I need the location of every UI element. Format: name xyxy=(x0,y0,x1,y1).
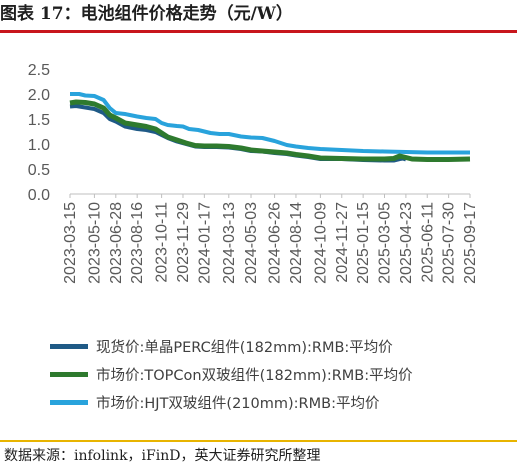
legend-swatch-perc xyxy=(50,344,88,349)
x-tick-label: 2023-10-11 xyxy=(154,202,171,283)
y-axis: 0.0 0.5 1.0 1.5 2.0 2.5 xyxy=(28,62,50,204)
x-tick-label: 2025-09-17 xyxy=(462,202,479,284)
y-tick-label: 2.0 xyxy=(28,87,50,104)
x-axis: 2023-03-15 2023-05-10 2023-06-28 2023-08-16… xyxy=(62,193,479,284)
x-tick-label: 2024-06-26 xyxy=(267,202,284,284)
series-layer xyxy=(69,92,471,163)
legend-item-perc: 现货价:单晶PERC组件(182mm):RMB:平均价 xyxy=(50,334,413,359)
x-tick-label: 2025-04-23 xyxy=(398,202,415,284)
x-tick-label: 2024-11-27 xyxy=(334,202,351,283)
legend-label-topcon: 市场价:TOPCon双玻组件(182mm):RMB:平均价 xyxy=(96,368,413,384)
y-tick-label: 0.0 xyxy=(28,187,50,204)
x-tick-label: 2025-01-15 xyxy=(355,202,372,284)
x-tick-label: 2023-05-10 xyxy=(86,202,103,284)
x-tick-label: 2023-06-28 xyxy=(108,202,125,284)
x-tick-label: 2024-05-03 xyxy=(243,202,260,284)
x-tick-label: 2024-10-09 xyxy=(312,202,329,284)
legend-item-hjt: 市场价:HJT双玻组件(210mm):RMB:平均价 xyxy=(50,390,413,415)
x-tick-label: 2025-07-30 xyxy=(441,202,458,284)
title-divider xyxy=(0,30,517,33)
figure-title: 图表 17：电池组件价格走势（元/W） xyxy=(0,4,293,24)
y-tick-label: 1.0 xyxy=(28,137,50,154)
legend-label-perc: 现货价:单晶PERC组件(182mm):RMB:平均价 xyxy=(96,340,393,356)
x-tick-label: 2025-03-05 xyxy=(377,202,394,284)
source-divider xyxy=(0,440,517,442)
x-tick-label: 2025-06-11 xyxy=(419,202,436,283)
legend-swatch-topcon xyxy=(50,372,88,377)
legend: 现货价:单晶PERC组件(182mm):RMB:平均价 市场价:TOPCon双玻… xyxy=(50,334,413,418)
x-tick-label: 2024-08-14 xyxy=(288,202,305,284)
legend-swatch-hjt xyxy=(50,400,88,405)
legend-label-hjt: 市场价:HJT双玻组件(210mm):RMB:平均价 xyxy=(96,396,380,412)
x-tick-label: 2024-03-13 xyxy=(221,202,238,284)
y-tick-label: 2.5 xyxy=(28,62,50,79)
x-tick-label: 2024-01-17 xyxy=(196,202,213,284)
x-tick-label: 2023-11-29 xyxy=(175,202,192,283)
x-tick-label: 2023-08-16 xyxy=(129,202,146,284)
series-line-hjt xyxy=(70,92,470,155)
x-tick-label: 2023-03-15 xyxy=(62,202,79,284)
figure-source: 数据来源：infolink，iFinD，英大证券研究所整理 xyxy=(4,448,321,464)
series-line-topcon xyxy=(69,99,471,162)
y-tick-label: 1.5 xyxy=(28,112,50,129)
legend-item-topcon: 市场价:TOPCon双玻组件(182mm):RMB:平均价 xyxy=(50,362,413,387)
y-tick-label: 0.5 xyxy=(28,162,50,179)
line-chart: 0.00.51.01.52.02.5 2023-03-15 2023-05-10 2… xyxy=(28,62,479,284)
